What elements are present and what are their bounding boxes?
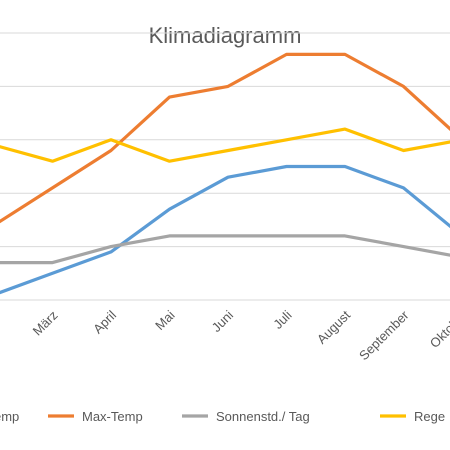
series-line-max-temp bbox=[0, 52, 450, 224]
legend-label: emp bbox=[0, 409, 19, 424]
legend: emp Max-Temp Sonnenstd./ Tag Rege bbox=[0, 409, 445, 424]
series-lines bbox=[0, 52, 450, 295]
series-line-min-temp bbox=[0, 164, 450, 295]
chart-title: Klimadiagramm bbox=[149, 23, 302, 48]
gridlines bbox=[0, 32, 450, 301]
series-line-regen bbox=[0, 127, 450, 163]
legend-label: Rege bbox=[414, 409, 445, 424]
legend-label: Max-Temp bbox=[82, 409, 143, 424]
legend-label: Sonnenstd./ Tag bbox=[216, 409, 310, 424]
series-line-sonnenstd-tag bbox=[0, 234, 450, 265]
